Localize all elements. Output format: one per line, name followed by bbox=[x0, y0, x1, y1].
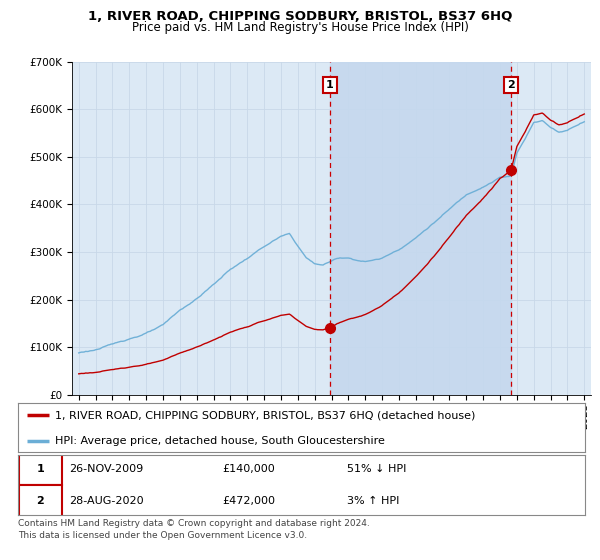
Text: 1, RIVER ROAD, CHIPPING SODBURY, BRISTOL, BS37 6HQ (detached house): 1, RIVER ROAD, CHIPPING SODBURY, BRISTOL… bbox=[55, 410, 475, 421]
Text: £472,000: £472,000 bbox=[222, 496, 275, 506]
Text: Contains HM Land Registry data © Crown copyright and database right 2024.
This d: Contains HM Land Registry data © Crown c… bbox=[18, 519, 370, 540]
Text: HPI: Average price, detached house, South Gloucestershire: HPI: Average price, detached house, Sout… bbox=[55, 436, 385, 446]
Text: £140,000: £140,000 bbox=[222, 464, 275, 474]
Text: Price paid vs. HM Land Registry's House Price Index (HPI): Price paid vs. HM Land Registry's House … bbox=[131, 21, 469, 34]
Text: 26-NOV-2009: 26-NOV-2009 bbox=[69, 464, 143, 474]
Text: 1: 1 bbox=[37, 464, 44, 474]
Text: 28-AUG-2020: 28-AUG-2020 bbox=[69, 496, 143, 506]
Bar bbox=[330, 62, 511, 395]
Text: 1: 1 bbox=[326, 80, 334, 90]
Text: 3% ↑ HPI: 3% ↑ HPI bbox=[347, 496, 399, 506]
FancyBboxPatch shape bbox=[19, 485, 62, 517]
FancyBboxPatch shape bbox=[19, 452, 62, 485]
Text: 2: 2 bbox=[507, 80, 515, 90]
Text: 1, RIVER ROAD, CHIPPING SODBURY, BRISTOL, BS37 6HQ: 1, RIVER ROAD, CHIPPING SODBURY, BRISTOL… bbox=[88, 10, 512, 23]
Text: 51% ↓ HPI: 51% ↓ HPI bbox=[347, 464, 406, 474]
Text: 2: 2 bbox=[37, 496, 44, 506]
